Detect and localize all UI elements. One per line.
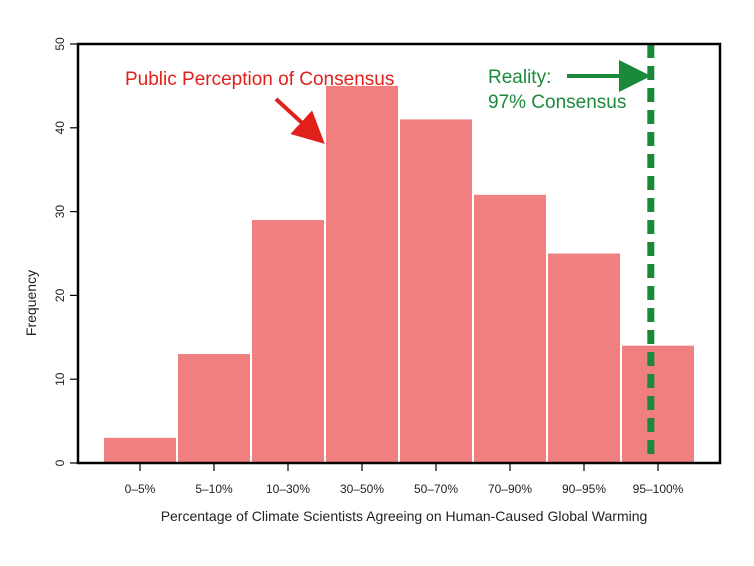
y-tick-label: 10 bbox=[53, 372, 67, 386]
bar-8 bbox=[622, 345, 694, 463]
bar-5 bbox=[400, 119, 472, 464]
x-tick-label: 90–95% bbox=[562, 482, 606, 496]
x-tick-label: 95–100% bbox=[633, 482, 684, 496]
y-tick-label: 0 bbox=[53, 459, 67, 466]
y-tick-label: 30 bbox=[53, 205, 67, 219]
plot-frame bbox=[76, 42, 722, 465]
y-axis: 0 10 20 30 40 50 bbox=[53, 37, 78, 466]
reality-annotation-line1: Reality: bbox=[488, 67, 551, 88]
y-tick-label: 40 bbox=[53, 121, 67, 135]
x-tick-label: 10–30% bbox=[266, 482, 310, 496]
x-tick-label: 50–70% bbox=[414, 482, 458, 496]
x-tick-label: 70–90% bbox=[488, 482, 532, 496]
bar-3 bbox=[252, 219, 324, 463]
bar-1 bbox=[104, 437, 176, 463]
x-axis: 0–5% 5–10% 10–30% 30–50% 50–70% 70–90% 90–95% 9… bbox=[125, 463, 684, 496]
y-tick-label: 50 bbox=[53, 37, 67, 51]
bar-7 bbox=[548, 253, 620, 463]
bar-6 bbox=[474, 194, 546, 463]
x-tick-label: 30–50% bbox=[340, 482, 384, 496]
y-tick-label: 20 bbox=[53, 288, 67, 302]
x-axis-title: Percentage of Climate Scientists Agreein… bbox=[161, 508, 648, 524]
public-perception-annotation: Public Perception of Consensus bbox=[125, 69, 394, 90]
bars-group bbox=[104, 85, 694, 464]
bar-2 bbox=[178, 354, 250, 463]
public-perception-arrow bbox=[274, 97, 325, 144]
y-axis-title: Frequency bbox=[23, 270, 39, 336]
bar-4 bbox=[326, 85, 398, 464]
reality-annotation-line2: 97% Consensus bbox=[488, 92, 626, 113]
x-tick-label: 0–5% bbox=[125, 482, 156, 496]
x-tick-label: 5–10% bbox=[195, 482, 233, 496]
